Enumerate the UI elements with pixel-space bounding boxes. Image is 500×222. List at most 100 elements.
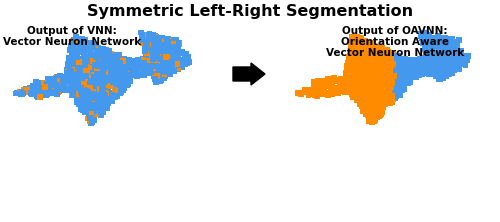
- Point: [70, 42, 78, 46]
- Point: [370, 108, 378, 112]
- Point: [66, 61, 74, 65]
- Point: [422, 71, 430, 75]
- Point: [364, 113, 372, 116]
- Point: [82, 108, 90, 112]
- Point: [418, 73, 426, 76]
- Point: [380, 95, 388, 99]
- Point: [165, 39, 173, 43]
- Point: [350, 80, 358, 83]
- Point: [120, 67, 128, 71]
- Point: [367, 55, 375, 59]
- Point: [424, 55, 432, 59]
- Point: [370, 109, 378, 112]
- Point: [386, 85, 394, 89]
- Point: [406, 59, 414, 63]
- Point: [420, 32, 428, 35]
- Point: [83, 91, 91, 94]
- Point: [69, 40, 77, 43]
- Point: [74, 65, 82, 69]
- Point: [306, 93, 314, 96]
- Point: [79, 41, 87, 45]
- Point: [79, 89, 87, 93]
- Point: [72, 86, 80, 90]
- Point: [80, 52, 88, 55]
- Point: [364, 68, 372, 71]
- Point: [398, 86, 406, 89]
- Point: [156, 68, 164, 72]
- Point: [104, 89, 112, 93]
- Point: [100, 91, 108, 95]
- Point: [422, 58, 430, 61]
- Point: [72, 44, 80, 48]
- Point: [71, 56, 79, 60]
- Point: [168, 45, 176, 48]
- Point: [66, 56, 74, 59]
- Point: [402, 74, 410, 77]
- Point: [362, 87, 370, 90]
- Point: [76, 81, 84, 85]
- Point: [151, 59, 159, 63]
- Point: [118, 66, 126, 69]
- Point: [162, 50, 170, 54]
- Point: [348, 92, 356, 96]
- Point: [74, 47, 82, 50]
- Point: [134, 61, 141, 65]
- Point: [110, 95, 118, 99]
- Point: [409, 59, 417, 63]
- Point: [441, 63, 449, 67]
- Point: [334, 86, 342, 90]
- Point: [325, 91, 333, 95]
- Point: [126, 79, 134, 83]
- Point: [104, 73, 112, 77]
- Point: [122, 73, 130, 76]
- Point: [88, 89, 96, 93]
- Point: [320, 79, 328, 82]
- Point: [379, 79, 387, 83]
- Point: [132, 63, 140, 66]
- Point: [97, 90, 105, 94]
- Point: [164, 68, 172, 71]
- Point: [90, 59, 98, 62]
- Point: [36, 95, 44, 99]
- Point: [82, 57, 90, 61]
- Point: [95, 88, 103, 91]
- Point: [380, 72, 388, 76]
- Point: [430, 68, 438, 72]
- Point: [167, 45, 175, 48]
- Point: [360, 81, 368, 84]
- Point: [72, 63, 80, 66]
- Point: [68, 89, 76, 93]
- Point: [144, 34, 152, 38]
- Point: [74, 77, 82, 80]
- Point: [102, 64, 110, 68]
- Point: [172, 50, 180, 54]
- Point: [90, 63, 98, 67]
- Point: [144, 66, 152, 70]
- Point: [69, 56, 77, 59]
- Point: [173, 66, 181, 69]
- Point: [360, 68, 368, 72]
- Point: [164, 47, 172, 51]
- Point: [442, 37, 450, 40]
- Point: [146, 39, 154, 43]
- Point: [164, 49, 172, 52]
- Point: [166, 41, 173, 44]
- Point: [71, 42, 79, 45]
- Point: [77, 87, 85, 91]
- Point: [436, 71, 444, 75]
- Point: [372, 45, 380, 48]
- Point: [71, 43, 79, 46]
- Point: [444, 70, 452, 73]
- Point: [108, 77, 116, 81]
- Point: [142, 52, 150, 56]
- Point: [175, 51, 183, 55]
- Point: [128, 70, 136, 74]
- Point: [92, 75, 100, 79]
- Point: [454, 48, 462, 51]
- Point: [346, 85, 354, 89]
- Point: [400, 77, 407, 80]
- Point: [41, 87, 49, 91]
- Point: [81, 64, 89, 67]
- Point: [85, 97, 93, 100]
- Point: [442, 70, 450, 73]
